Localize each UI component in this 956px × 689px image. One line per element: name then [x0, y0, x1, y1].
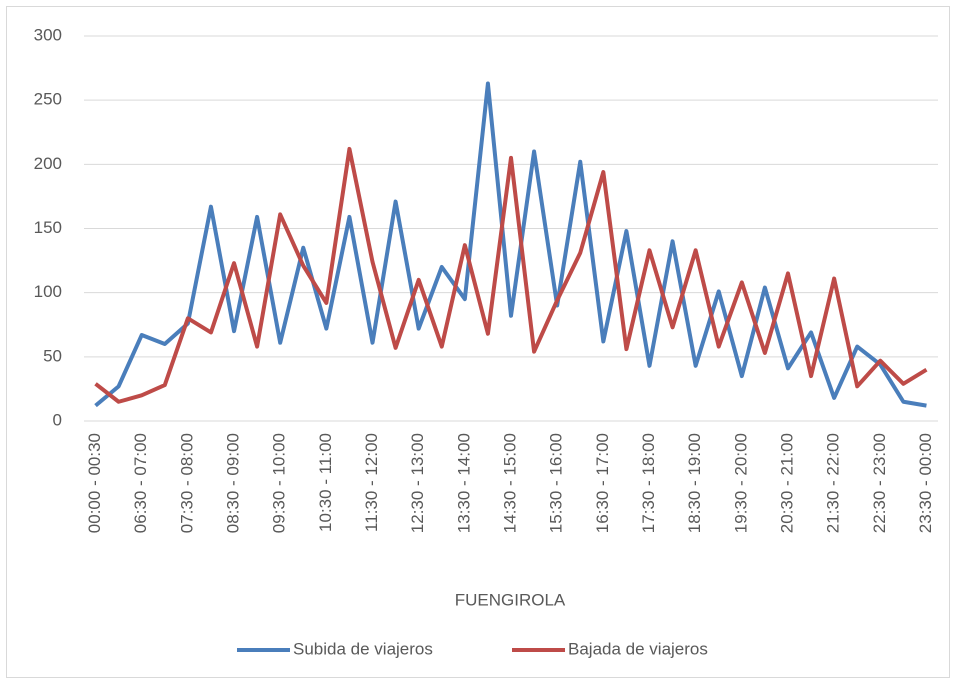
y-tick-label: 250: [34, 90, 62, 109]
x-tick-label: 23:30 - 00:00: [916, 433, 935, 533]
x-tick-label: 16:30 - 17:00: [593, 433, 612, 533]
x-tick-label: 08:30 - 09:00: [224, 433, 243, 533]
y-tick-label: 100: [34, 282, 62, 301]
x-tick-label: 09:30 - 10:00: [270, 433, 289, 533]
y-tick-label: 0: [53, 410, 62, 429]
x-tick-label: 18:30 - 19:00: [685, 433, 704, 533]
x-tick-label: 13:30 - 14:00: [454, 433, 473, 533]
x-tick-label: 12:30 - 13:00: [408, 433, 427, 533]
series-line: [94, 81, 927, 408]
x-tick-label: 22:30 - 23:00: [870, 433, 889, 533]
x-tick-label: 11:30 - 12:00: [362, 433, 381, 532]
legend-label: Subida de viajeros: [293, 639, 433, 658]
x-tick-label: 20:30 - 21:00: [777, 433, 796, 533]
legend-label: Bajada de viajeros: [568, 639, 708, 658]
x-tick-label: 06:30 - 07:00: [131, 433, 150, 533]
x-tick-label: 10:30 - 11:00: [316, 433, 335, 532]
x-tick-label: 17:30 - 18:00: [639, 433, 658, 533]
y-tick-label: 200: [34, 154, 62, 173]
x-tick-label: 19:30 - 20:00: [731, 433, 750, 533]
chart-frame: [6, 6, 950, 678]
series-line: [94, 146, 928, 404]
x-tick-label: 21:30 - 22:00: [824, 433, 843, 533]
x-tick-label: 14:30 - 15:00: [500, 433, 519, 533]
x-tick-label: 00:00 - 00:30: [85, 433, 104, 533]
y-tick-label: 50: [43, 346, 62, 365]
x-axis-title: FUENGIROLA: [455, 590, 566, 609]
x-tick-label: 15:30 - 16:00: [547, 433, 566, 533]
y-tick-label: 150: [34, 218, 62, 237]
x-tick-label: 07:30 - 08:00: [177, 433, 196, 533]
y-tick-label: 300: [34, 25, 62, 44]
